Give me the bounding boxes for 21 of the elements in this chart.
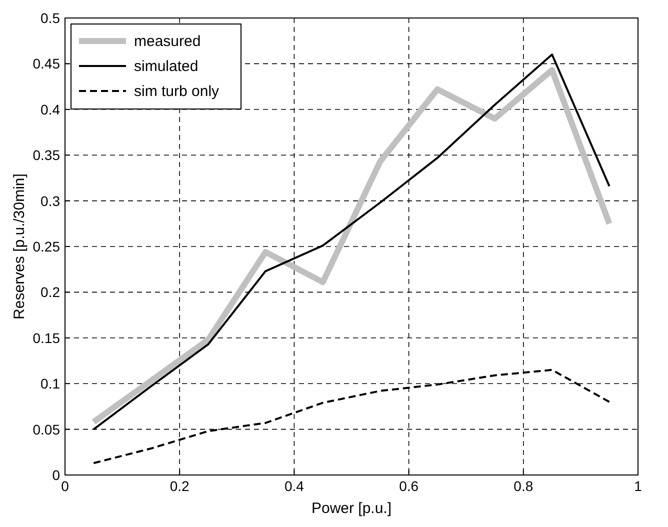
y-tick-label: 0.45 xyxy=(32,56,60,72)
y-tick-label: 0.25 xyxy=(32,238,60,254)
x-tick-label: 0.6 xyxy=(399,478,419,494)
legend-label: measured xyxy=(134,33,201,50)
legend-label: sim turb only xyxy=(134,83,220,100)
y-tick-label: 0.2 xyxy=(40,284,60,300)
y-tick-label: 0.4 xyxy=(40,101,60,118)
y-tick-label: 0.35 xyxy=(32,147,60,164)
y-tick-label: 0.3 xyxy=(40,192,60,209)
x-tick-label: 0.8 xyxy=(514,478,534,494)
x-tick-label: 0.4 xyxy=(284,478,304,494)
y-tick-label: 0.15 xyxy=(32,330,60,346)
x-axis-title: Power [p.u.] xyxy=(311,500,392,517)
y-tick-label: 0.5 xyxy=(40,10,60,26)
x-tick-label: 1 xyxy=(634,478,642,494)
y-tick-label: 0.1 xyxy=(40,376,60,392)
y-tick-label: 0.05 xyxy=(32,421,60,438)
y-tick-label: 0 xyxy=(52,467,60,483)
legend-label: simulated xyxy=(134,58,198,75)
x-tick-label: 0.2 xyxy=(170,478,190,494)
y-axis-title: Reserves [p.u./30min] xyxy=(11,174,28,320)
